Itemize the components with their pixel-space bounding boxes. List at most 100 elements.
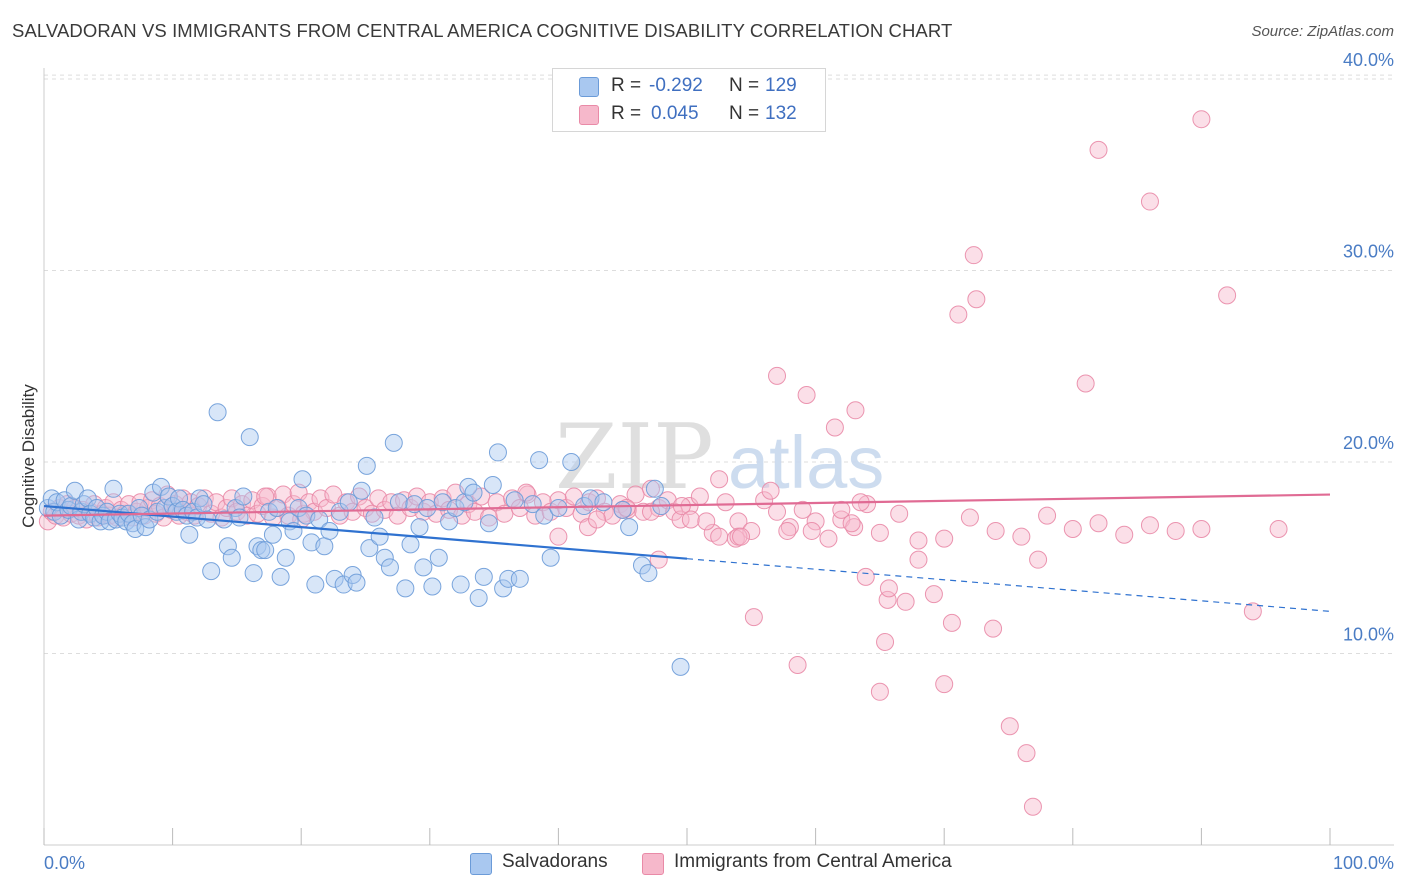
data-point-salvadorans bbox=[451, 575, 470, 594]
data-point-immigrants bbox=[195, 489, 214, 508]
data-point-immigrants bbox=[806, 512, 825, 531]
data-point-immigrants bbox=[924, 585, 943, 604]
trend-line-salvadorans-extrapolated bbox=[686, 558, 1331, 612]
data-point-immigrants bbox=[549, 527, 568, 546]
data-point-immigrants bbox=[1063, 520, 1082, 539]
data-point-salvadorans bbox=[218, 537, 237, 556]
data-point-immigrants bbox=[942, 613, 961, 632]
y-tick-label: 10.0% bbox=[1343, 625, 1394, 645]
data-point-salvadorans bbox=[541, 548, 560, 567]
data-point-immigrants bbox=[878, 590, 897, 609]
data-point-salvadorans bbox=[263, 525, 282, 544]
data-point-salvadorans bbox=[365, 508, 384, 527]
data-point-salvadorans bbox=[389, 493, 408, 512]
legend-row-salvadorans: R = -0.292 N = 129 bbox=[553, 73, 825, 101]
data-point-salvadorans bbox=[414, 558, 433, 577]
grid-lines bbox=[44, 74, 1394, 654]
data-point-immigrants bbox=[690, 487, 709, 506]
data-point-immigrants bbox=[793, 500, 812, 519]
data-point-immigrants bbox=[641, 479, 660, 498]
data-point-salvadorans bbox=[620, 518, 639, 537]
legend-swatch-blue bbox=[470, 853, 492, 875]
data-point-salvadorans bbox=[464, 483, 483, 502]
data-point-immigrants bbox=[964, 246, 983, 265]
data-point-immigrants bbox=[710, 470, 729, 489]
data-point-immigrants bbox=[1038, 506, 1057, 525]
data-point-immigrants bbox=[896, 592, 915, 611]
data-point-immigrants bbox=[1115, 525, 1134, 544]
data-point-immigrants bbox=[1140, 516, 1159, 535]
data-point-salvadorans bbox=[488, 443, 507, 462]
data-point-immigrants bbox=[1218, 286, 1237, 305]
data-point-salvadorans bbox=[352, 481, 371, 500]
data-point-immigrants bbox=[697, 512, 716, 531]
y-axis-tick-labels: 10.0% 20.0% 30.0% 40.0% bbox=[1343, 50, 1394, 645]
data-point-immigrants bbox=[1269, 520, 1288, 539]
data-point-immigrants bbox=[935, 675, 954, 694]
legend-swatch-pink bbox=[579, 105, 599, 125]
data-point-salvadorans bbox=[267, 498, 286, 517]
data-point-salvadorans bbox=[170, 489, 189, 508]
data-point-immigrants bbox=[960, 508, 979, 527]
data-point-immigrants bbox=[1243, 602, 1262, 621]
data-point-salvadorans bbox=[401, 535, 420, 554]
data-point-immigrants bbox=[890, 504, 909, 523]
data-point-immigrants bbox=[578, 518, 597, 537]
n-label: N = bbox=[729, 75, 760, 96]
data-point-immigrants bbox=[1076, 374, 1095, 393]
data-point-immigrants bbox=[876, 633, 895, 652]
chart-title: SALVADORAN VS IMMIGRANTS FROM CENTRAL AM… bbox=[12, 20, 953, 41]
data-point-salvadorans bbox=[671, 657, 690, 676]
data-point-salvadorans bbox=[384, 433, 403, 452]
data-point-salvadorans bbox=[357, 456, 376, 475]
r-value: -0.292 bbox=[649, 75, 703, 96]
data-point-immigrants bbox=[825, 418, 844, 437]
data-point-salvadorans bbox=[222, 548, 241, 567]
y-tick-label: 40.0% bbox=[1343, 50, 1394, 70]
data-point-immigrants bbox=[1012, 527, 1031, 546]
data-point-salvadorans bbox=[375, 548, 394, 567]
data-point-immigrants bbox=[729, 512, 748, 531]
legend-swatch-pink bbox=[642, 853, 664, 875]
data-point-immigrants bbox=[802, 521, 821, 540]
data-point-immigrants bbox=[671, 510, 690, 529]
y-axis-label: Cognitive Disability bbox=[19, 384, 38, 528]
data-point-salvadorans bbox=[293, 470, 312, 489]
legend-label: Immigrants from Central America bbox=[674, 851, 952, 872]
data-point-salvadorans bbox=[423, 577, 442, 596]
data-point-salvadorans bbox=[639, 564, 658, 583]
data-point-immigrants bbox=[986, 521, 1005, 540]
data-point-immigrants bbox=[587, 510, 606, 529]
r-label: R = bbox=[611, 103, 642, 124]
data-point-salvadorans bbox=[152, 477, 171, 496]
data-point-immigrants bbox=[1023, 797, 1042, 816]
r-label: R = bbox=[611, 75, 642, 96]
n-value: 132 bbox=[765, 103, 797, 124]
data-point-salvadorans bbox=[474, 567, 493, 586]
data-point-immigrants bbox=[681, 510, 700, 529]
n-label: N = bbox=[729, 103, 760, 124]
trend-line-immigrants bbox=[43, 493, 1331, 517]
data-point-immigrants bbox=[858, 495, 877, 514]
data-point-immigrants bbox=[761, 481, 780, 500]
data-point-immigrants bbox=[856, 567, 875, 586]
legend-stats: R = -0.292 N = 129 R = 0.045 N = 132 bbox=[552, 68, 826, 132]
data-point-salvadorans bbox=[347, 573, 366, 592]
data-point-immigrants bbox=[778, 521, 797, 540]
data-point-immigrants bbox=[935, 529, 954, 548]
data-point-immigrants bbox=[256, 487, 275, 506]
data-point-immigrants bbox=[744, 608, 763, 627]
data-point-salvadorans bbox=[252, 541, 271, 560]
data-point-immigrants bbox=[797, 385, 816, 404]
data-point-immigrants bbox=[984, 619, 1003, 638]
y-tick-label: 30.0% bbox=[1343, 242, 1394, 262]
data-point-immigrants bbox=[495, 504, 514, 523]
data-point-immigrants bbox=[879, 579, 898, 598]
data-point-immigrants bbox=[626, 485, 645, 504]
data-point-salvadorans bbox=[483, 475, 502, 494]
data-point-salvadorans bbox=[505, 491, 524, 510]
data-point-salvadorans bbox=[325, 569, 344, 588]
data-point-salvadorans bbox=[234, 487, 253, 506]
data-point-salvadorans bbox=[370, 527, 389, 546]
